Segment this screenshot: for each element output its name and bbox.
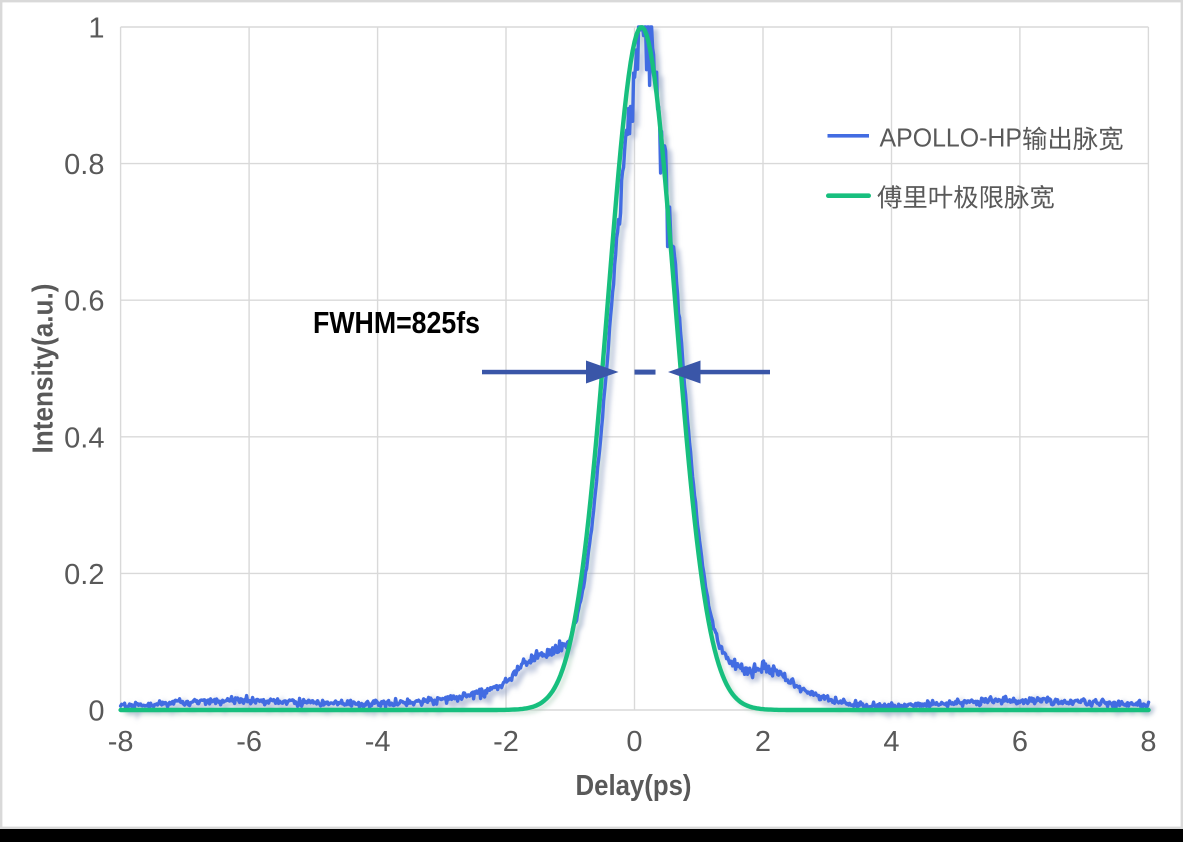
svg-text:Delay(ps): Delay(ps)	[576, 770, 692, 802]
svg-text:-8: -8	[108, 726, 134, 758]
svg-text:0.6: 0.6	[64, 286, 104, 318]
svg-text:0.8: 0.8	[64, 149, 104, 181]
svg-text:0: 0	[626, 726, 642, 758]
svg-text:0.2: 0.2	[64, 559, 104, 591]
svg-text:2: 2	[755, 726, 771, 758]
svg-text:0.4: 0.4	[64, 422, 104, 454]
svg-text:6: 6	[1012, 726, 1028, 758]
svg-text:Intensity(a.u.): Intensity(a.u.)	[28, 284, 60, 454]
svg-text:-2: -2	[493, 726, 519, 758]
svg-text:4: 4	[883, 726, 899, 758]
svg-text:-6: -6	[236, 726, 262, 758]
svg-text:0: 0	[88, 696, 104, 728]
svg-text:-4: -4	[365, 726, 391, 758]
svg-text:APOLLO-HP: APOLLO-HP	[880, 123, 1023, 153]
svg-text:1: 1	[88, 13, 104, 45]
svg-text:8: 8	[1140, 726, 1156, 758]
svg-text:FWHM=825fs: FWHM=825fs	[313, 305, 480, 340]
